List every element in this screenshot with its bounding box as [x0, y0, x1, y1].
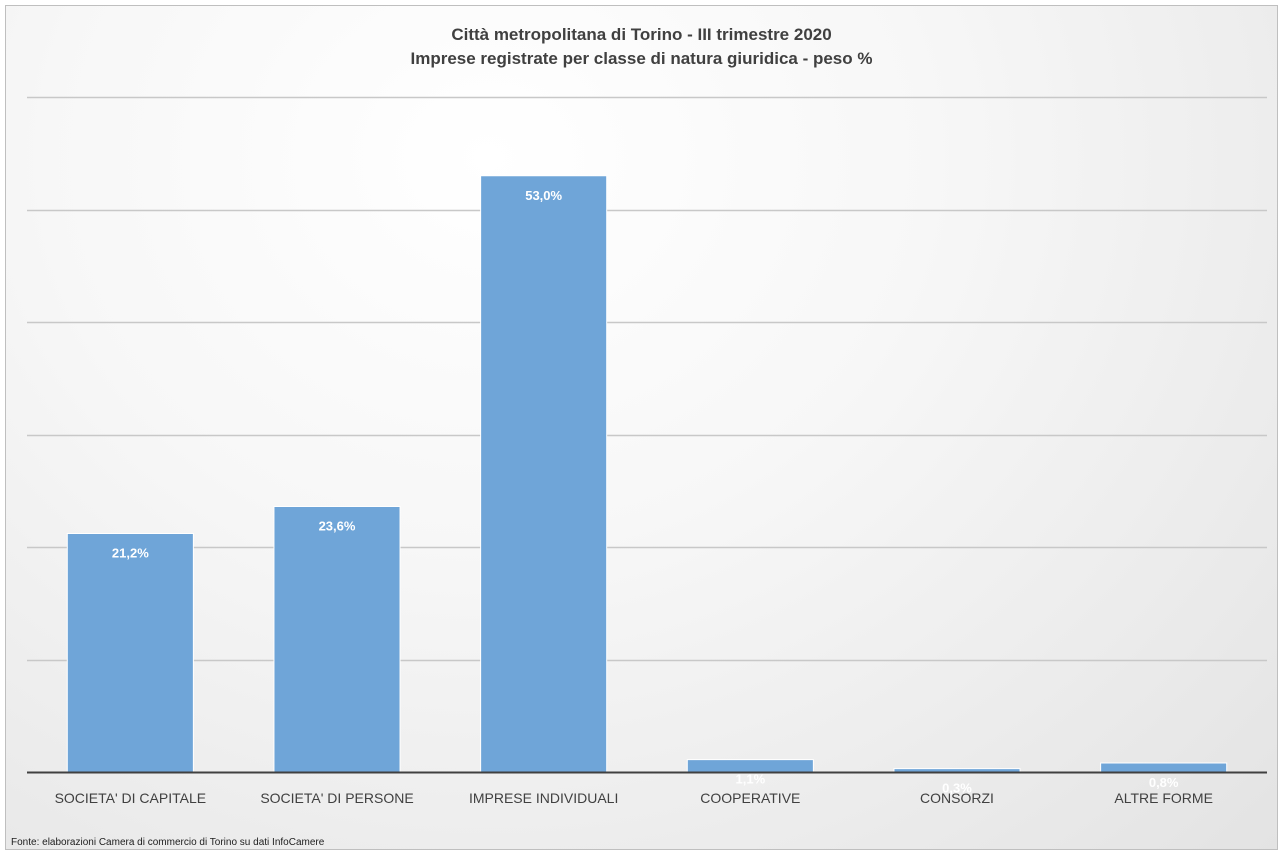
data-label: 1,1% [736, 772, 766, 787]
x-tick-label: ALTRE FORME [1114, 790, 1213, 806]
bar [893, 768, 1021, 773]
bar [686, 759, 814, 773]
bar [273, 506, 401, 773]
chart-subtitle: Imprese registrate per classe di natura … [410, 49, 873, 68]
chart-frame: Città metropolitana di Torino - III trim… [5, 5, 1278, 850]
data-label: 0,8% [1149, 775, 1179, 790]
bar [66, 533, 194, 773]
x-tick-label: CONSORZI [920, 790, 994, 806]
data-label: 21,2% [112, 546, 149, 561]
x-tick-label: IMPRESE INDIVIDUALI [469, 790, 618, 806]
bar [1100, 762, 1228, 773]
bar [480, 175, 608, 773]
x-tick-label: COOPERATIVE [700, 790, 800, 806]
data-label: 23,6% [319, 519, 356, 534]
source-note: Fonte: elaborazioni Camera di commercio … [11, 837, 325, 848]
chart-title: Città metropolitana di Torino - III trim… [451, 25, 832, 44]
data-label: 53,0% [525, 188, 562, 203]
x-tick-label: SOCIETA' DI CAPITALE [55, 790, 207, 806]
x-tick-label: SOCIETA' DI PERSONE [260, 790, 413, 806]
data-label: 0,3% [942, 781, 972, 796]
